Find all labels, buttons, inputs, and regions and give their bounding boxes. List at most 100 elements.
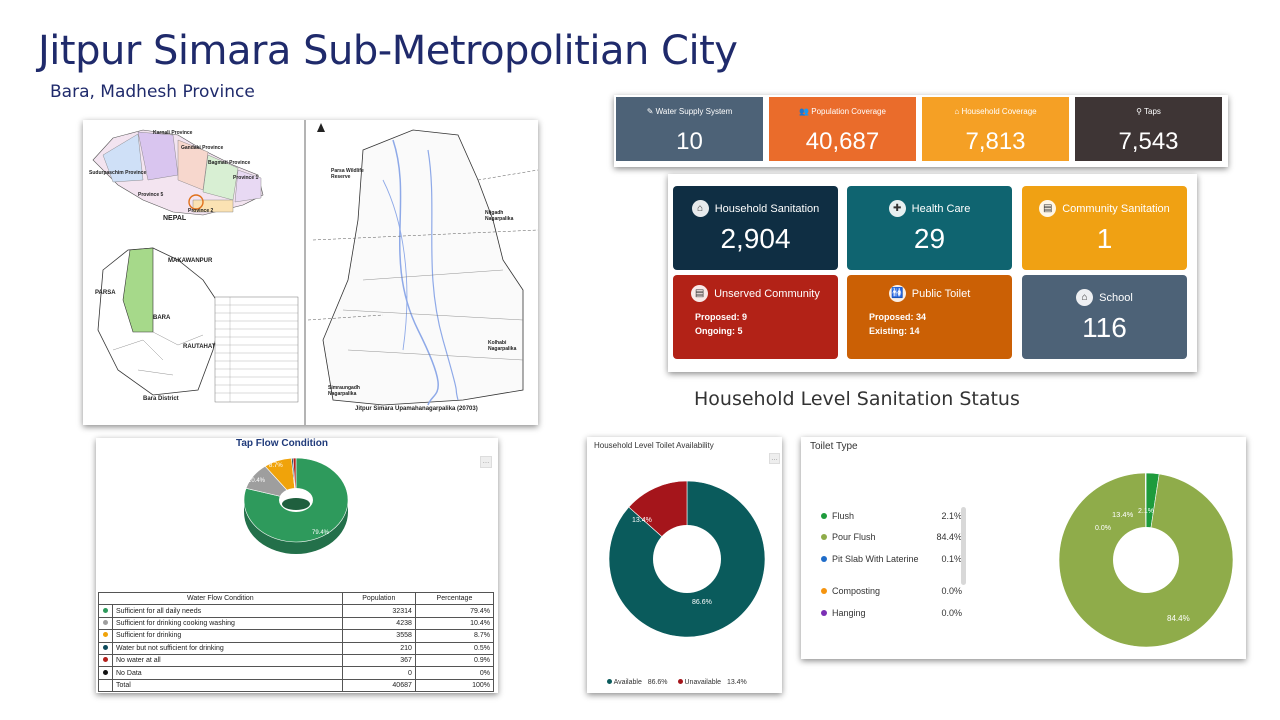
edit-icon: ✎	[646, 107, 654, 116]
card-existing: Existing: 14	[869, 326, 920, 336]
row-population: 40687	[341, 678, 416, 693]
legend-pct: 0.0%	[941, 608, 962, 618]
row-color	[98, 629, 113, 643]
toilet-type-chart: 84.4% 13.4% 2.1% 0.0%	[1058, 472, 1234, 648]
more-icon[interactable]: …	[769, 453, 780, 464]
col-header: Water Flow Condition	[98, 591, 343, 606]
slice-label-third: 8.7%	[269, 463, 283, 469]
availability-chart: 86.6% 13.4%	[608, 480, 766, 638]
table-row: Sufficient for drinking cooking washing 4…	[98, 616, 495, 631]
tap-flow-table: Water Flow Condition Population Percenta…	[98, 591, 495, 693]
legend-pct: 84.4%	[936, 532, 962, 542]
legend-item[interactable]: Hanging 0.0%	[821, 608, 962, 618]
more-icon[interactable]: …	[480, 456, 492, 468]
map-label-simraungadh: Simraungadh Nagarpalika	[328, 385, 360, 397]
legend-scrollbar[interactable]	[961, 507, 966, 585]
legend-item[interactable]: Pour Flush 84.4%	[821, 532, 962, 542]
legend-name: Pour Flush	[832, 532, 876, 542]
tap-flow-title: Tap Flow Condition	[235, 438, 329, 449]
row-label: Water but not sufficient for drinking	[112, 641, 343, 655]
slice-label-pour-flush: 84.4%	[1167, 614, 1190, 623]
map-label-bara-district: Bara District	[143, 396, 179, 402]
row-percentage: 10.4%	[414, 616, 495, 631]
legend-name: Hanging	[832, 608, 866, 618]
table-row: No water at all 367 0.9%	[98, 653, 495, 668]
map-label-parsa-reserve: Parsa Wildlife Reserve	[331, 168, 364, 180]
table-row: Sufficient for all daily needs 32314 79.4%	[98, 604, 495, 618]
card-proposed: Proposed: 34	[869, 312, 927, 322]
map-graphic: Jitpur Simara Upamahanagarpalika (20703)	[92, 120, 538, 425]
toilet-availability-panel: Household Level Toilet Availability … 86…	[587, 437, 782, 693]
chart-hole	[1113, 527, 1179, 593]
map-label-gandaki: Gandaki Province	[181, 145, 224, 151]
map-label-kolhabi: Kolhabi Nagarpalika	[488, 340, 517, 352]
card-value: 116	[1082, 312, 1127, 343]
slice-label-unavailable: 13.4%	[632, 517, 652, 524]
card-label: Unserved Community	[714, 287, 820, 300]
row-population: 4238	[341, 616, 416, 631]
stat-household: ⌂ Household Coverage 7,813	[922, 97, 1069, 161]
tap-flow-panel: Tap Flow Condition … 79.4% 10.4% 8.7% Wa…	[96, 438, 498, 693]
card-label: Community Sanitation	[1062, 202, 1170, 215]
card-label: Household Sanitation	[714, 202, 820, 215]
slice-label-small: 0.0%	[1095, 525, 1111, 532]
map-label-parsa: PARSA	[95, 290, 116, 296]
legend-item[interactable]: Composting 0.0%	[821, 586, 962, 596]
row-label: No Data	[112, 666, 343, 680]
map-label-makawanpur: MAKAWANPUR	[168, 258, 213, 264]
legend-name: Available	[613, 679, 642, 686]
legend-dot	[821, 534, 827, 540]
health-care-card: ✚ Health Care 29	[847, 186, 1012, 270]
community-sanitation-card: ▤ Community Sanitation 1	[1022, 186, 1187, 270]
toilet-type-title: Toilet Type	[810, 441, 858, 452]
legend-dot	[103, 619, 108, 625]
map-label-sudurpaschim: Sudurpaschim Province	[89, 170, 147, 176]
row-color	[98, 666, 113, 680]
map-label-nijgadh: Nijgadh Nagarpalika	[485, 210, 514, 222]
health-icon: ✚	[888, 200, 906, 217]
slice-label-available: 86.6%	[692, 599, 712, 606]
chart-hole-depth	[282, 498, 310, 510]
legend-item: Unavailable 13.4%	[677, 679, 747, 686]
chart-hole	[653, 525, 721, 593]
card-label: Public Toilet	[911, 287, 971, 300]
slice-label-flush: 2.1%	[1138, 508, 1154, 515]
row-percentage: 100%	[414, 678, 495, 693]
legend-pct: 0.0%	[941, 586, 962, 596]
row-label: Sufficient for drinking cooking washing	[112, 616, 343, 631]
row-label: No water at all	[112, 653, 343, 668]
legend-item[interactable]: Flush 2.1%	[821, 511, 962, 521]
users-icon: 👥	[799, 107, 809, 116]
public-toilet-card: 🚻 Public Toilet Proposed: 34 Existing: 14	[847, 275, 1012, 359]
slice-label-main: 79.4%	[312, 530, 330, 536]
card-label: Health Care	[911, 202, 971, 215]
card-value: 1	[1096, 223, 1113, 254]
legend-dot	[103, 657, 108, 663]
legend-item[interactable]: Pit Slab With Laterine 0.1%	[821, 554, 962, 564]
table-row: Sufficient for drinking 3558 8.7%	[98, 629, 495, 643]
household-sanitation-card: ⌂ Household Sanitation 2,904	[673, 186, 838, 270]
stat-value: 10	[676, 128, 703, 155]
legend-pct: 13.4%	[726, 679, 747, 686]
card-value: 29	[913, 223, 946, 254]
row-label: Total	[112, 678, 343, 693]
toilet-icon: 🚻	[888, 285, 906, 302]
page-subtitle: Bara, Madhesh Province	[50, 82, 255, 102]
legend-name: Composting	[832, 586, 881, 596]
legend-pct: 86.6%	[647, 679, 668, 686]
card-proposed: Proposed: 9	[695, 312, 748, 322]
legend-item: Available 86.6%	[607, 679, 668, 686]
col-header: Population	[341, 591, 416, 606]
row-percentage: 79.4%	[414, 604, 495, 618]
stat-value: 7,543	[1118, 128, 1179, 155]
map-label-bagmati: Bagmati Province	[208, 160, 251, 166]
card-ongoing: Ongoing: 5	[695, 326, 743, 336]
stat-value: 7,813	[965, 128, 1026, 155]
map-label-nepal: NEPAL	[163, 215, 187, 222]
school-icon: ⌂	[1076, 289, 1094, 306]
row-population: 3558	[341, 629, 416, 643]
row-label: Sufficient for drinking	[112, 629, 343, 643]
stat-label: Water Supply System	[655, 107, 733, 116]
availability-slice-0[interactable]	[608, 480, 766, 638]
table-row: No Data 0 0%	[98, 666, 495, 680]
